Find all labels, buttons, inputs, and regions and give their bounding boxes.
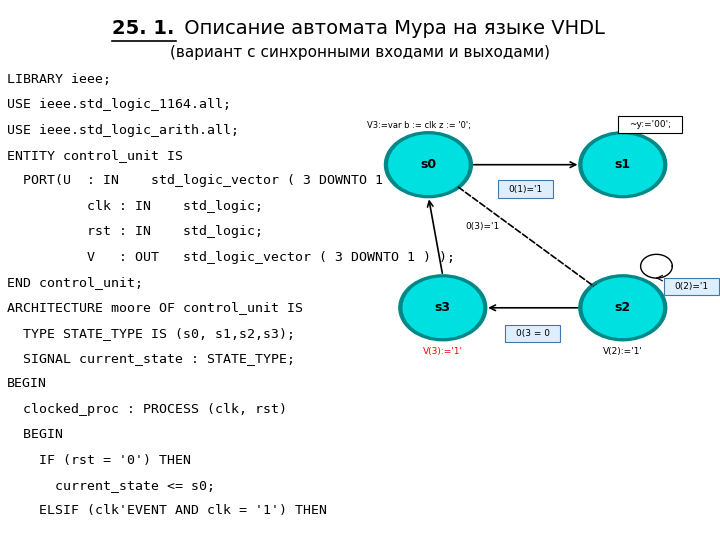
Circle shape: [579, 132, 667, 198]
Text: ELSIF (clk'EVENT AND clk = '1') THEN: ELSIF (clk'EVENT AND clk = '1') THEN: [7, 504, 327, 517]
Text: 0(1)='1: 0(1)='1: [508, 185, 543, 193]
Text: END control_unit;: END control_unit;: [7, 276, 143, 289]
Text: V3:=var b := clk z := '0';: V3:=var b := clk z := '0';: [367, 120, 471, 130]
Text: TYPE STATE_TYPE IS (s0, s1,s2,s3);: TYPE STATE_TYPE IS (s0, s1,s2,s3);: [7, 327, 295, 340]
Text: 0(3)='1: 0(3)='1: [465, 222, 500, 231]
Circle shape: [403, 278, 482, 338]
Text: ENTITY control_unit IS: ENTITY control_unit IS: [7, 149, 183, 162]
Text: SIGNAL current_state : STATE_TYPE;: SIGNAL current_state : STATE_TYPE;: [7, 352, 295, 365]
FancyBboxPatch shape: [505, 325, 560, 342]
Circle shape: [583, 278, 662, 338]
Circle shape: [384, 132, 472, 198]
Text: 25. 1.: 25. 1.: [112, 19, 174, 38]
Text: rst : IN    std_logic;: rst : IN std_logic;: [7, 225, 264, 238]
FancyBboxPatch shape: [618, 116, 682, 133]
Circle shape: [579, 275, 667, 341]
Text: USE ieee.std_logic_arith.all;: USE ieee.std_logic_arith.all;: [7, 124, 239, 137]
Text: s1: s1: [615, 158, 631, 171]
Text: 0(2)='1: 0(2)='1: [674, 282, 708, 291]
Circle shape: [389, 135, 468, 194]
Text: s0: s0: [420, 158, 436, 171]
Text: V   : OUT   std_logic_vector ( 3 DOWNTO 1 ) );: V : OUT std_logic_vector ( 3 DOWNTO 1 ) …: [7, 251, 455, 264]
Circle shape: [399, 275, 487, 341]
Text: PORT(U  : IN    std_logic_vector ( 3 DOWNTO 1 );: PORT(U : IN std_logic_vector ( 3 DOWNTO …: [7, 174, 408, 187]
Text: USE ieee.std_logic_1164.all;: USE ieee.std_logic_1164.all;: [7, 98, 231, 111]
Text: ~y:='00';: ~y:='00';: [629, 120, 671, 129]
FancyBboxPatch shape: [498, 180, 553, 198]
Text: V(2):='1': V(2):='1': [603, 347, 643, 356]
Text: (вариант с синхронными входами и выходами): (вариант с синхронными входами и выходам…: [170, 45, 550, 60]
Text: clocked_proc : PROCESS (clk, rst): clocked_proc : PROCESS (clk, rst): [7, 403, 287, 416]
Text: 0(3 = 0: 0(3 = 0: [516, 329, 550, 338]
Text: Описание автомата Мура на языке VHDL: Описание автомата Мура на языке VHDL: [178, 19, 605, 38]
Text: clk : IN    std_logic;: clk : IN std_logic;: [7, 200, 264, 213]
FancyBboxPatch shape: [664, 278, 719, 295]
Circle shape: [583, 135, 662, 194]
Text: BEGIN: BEGIN: [7, 377, 48, 390]
Text: BEGIN: BEGIN: [7, 428, 63, 441]
Text: IF (rst = '0') THEN: IF (rst = '0') THEN: [7, 454, 192, 467]
Text: V(3):='1': V(3):='1': [423, 347, 463, 356]
Text: ARCHITECTURE moore OF control_unit IS: ARCHITECTURE moore OF control_unit IS: [7, 301, 303, 314]
Text: current_state <= s0;: current_state <= s0;: [7, 479, 215, 492]
Text: s3: s3: [435, 301, 451, 314]
Text: LIBRARY ieee;: LIBRARY ieee;: [7, 73, 111, 86]
Text: s2: s2: [615, 301, 631, 314]
